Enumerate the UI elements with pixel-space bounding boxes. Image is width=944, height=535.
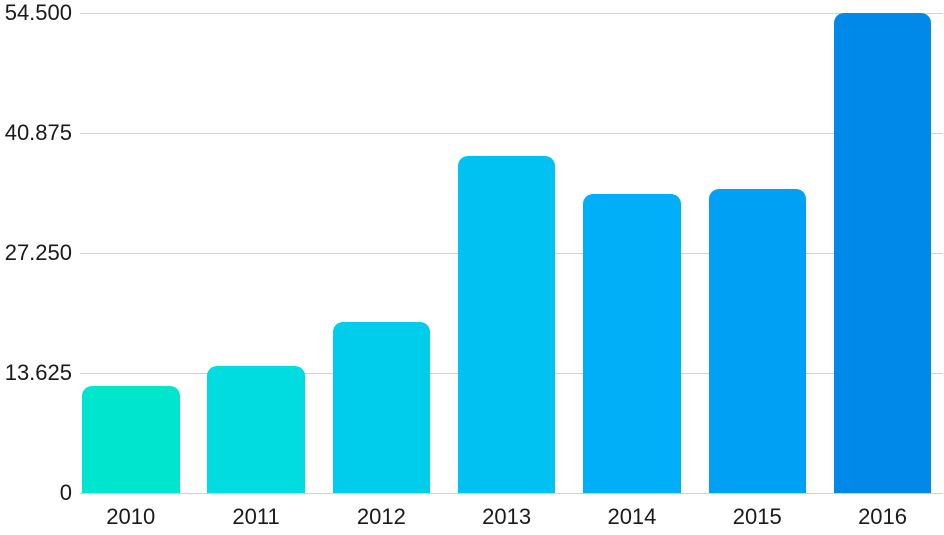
bar-2011 (207, 365, 305, 493)
bar-2016 (833, 13, 932, 493)
x-tick-label-2014: 2014 (607, 504, 657, 529)
x-tick-label-2015: 2015 (732, 504, 782, 529)
y-tick-label-13.625: 13.625 (4, 360, 72, 385)
gridline-54.500 (80, 13, 943, 14)
bar-2015 (708, 189, 806, 493)
x-tick-label-2010: 2010 (106, 504, 156, 529)
x-tick-label-2012: 2012 (356, 504, 406, 529)
x-tick-label-2011: 2011 (232, 504, 280, 529)
bar-2014 (583, 194, 681, 493)
gridline-40.875 (80, 133, 943, 134)
y-tick-label-40.875: 40.875 (4, 120, 72, 145)
x-tick-label-2013: 2013 (482, 504, 532, 529)
gridline-0 (80, 493, 943, 494)
y-tick-label-54.500: 54.500 (4, 0, 72, 25)
bar-2012 (332, 322, 431, 493)
y-tick-label-27.250: 27.250 (4, 240, 72, 265)
y-tick-label-0: 0 (59, 480, 72, 505)
bar-2010 (82, 385, 180, 493)
x-tick-label-2016: 2016 (858, 504, 908, 529)
bar-2013 (457, 155, 556, 493)
